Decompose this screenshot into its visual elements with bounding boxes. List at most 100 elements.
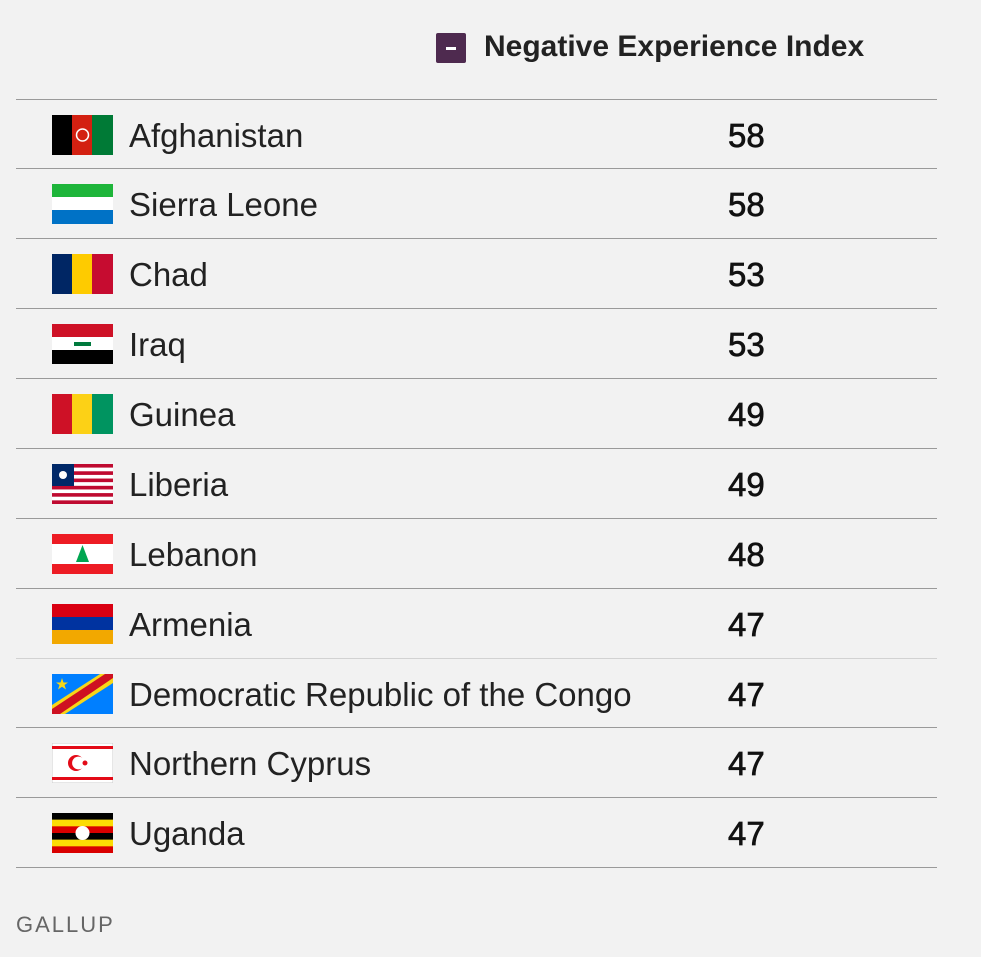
flag-shape	[52, 839, 113, 847]
flag-shape	[52, 630, 113, 644]
header-title: Negative Experience Index	[484, 30, 865, 63]
flag-shape	[52, 500, 113, 505]
flag-shape	[52, 184, 113, 224]
flag-shape	[52, 464, 113, 505]
flag	[52, 813, 113, 854]
country-name: Northern Cyprus	[129, 745, 372, 782]
row-rule	[16, 727, 937, 728]
header-rule	[16, 99, 937, 100]
country-name: Armenia	[129, 606, 252, 643]
row-rule	[16, 658, 937, 659]
flag	[52, 254, 113, 294]
flag-shape	[52, 674, 113, 714]
country-name: Liberia	[129, 466, 229, 503]
flag	[52, 534, 113, 574]
flag-shape	[52, 474, 113, 479]
row-rule	[16, 308, 937, 309]
flag-shape	[52, 813, 113, 820]
flag-shape	[52, 471, 113, 476]
flag-shape	[59, 471, 67, 479]
flag-shape	[52, 197, 113, 211]
flag-shape	[72, 756, 85, 770]
flag	[52, 324, 113, 364]
flag-shape	[52, 115, 113, 155]
flag-shape	[52, 604, 113, 644]
index-value: 47	[728, 606, 765, 644]
flag	[52, 115, 113, 155]
row-rule	[16, 448, 937, 449]
index-value: 49	[728, 466, 765, 504]
row-rule	[16, 238, 937, 239]
flag-shape	[52, 617, 113, 631]
table-row: Northern Cyprus 47	[16, 727, 937, 797]
country-name: Democratic Republic of the Congo	[129, 676, 632, 713]
flag-shape	[72, 115, 93, 155]
country-name: Uganda	[129, 815, 245, 852]
row-rule	[16, 797, 937, 798]
flag-shape	[52, 394, 73, 434]
flag-shape	[51, 742, 114, 784]
index-value: 58	[728, 186, 765, 224]
row-rule	[16, 518, 937, 519]
flag	[52, 184, 113, 224]
flag-shape	[52, 394, 113, 434]
table-row: Armenia 47	[16, 588, 937, 658]
row-rule	[16, 168, 937, 169]
index-value: 47	[728, 815, 765, 853]
flag-shape	[52, 496, 113, 501]
table-row: Democratic Republic of the Congo 47	[16, 658, 937, 728]
flag-shape	[52, 254, 113, 294]
table-row: Afghanistan 58	[16, 99, 937, 169]
flag-shape	[52, 777, 113, 780]
row-rule	[16, 588, 937, 589]
flag-shape	[52, 534, 113, 574]
table-row: Lebanon 48	[16, 518, 937, 588]
flag-shape	[52, 184, 113, 198]
country-name: Lebanon	[129, 536, 258, 573]
index-value: 47	[728, 745, 765, 783]
flag-shape	[52, 482, 113, 487]
flag	[52, 674, 113, 714]
flag-shape	[52, 485, 113, 490]
country-name: Chad	[129, 256, 208, 293]
table-row: Sierra Leone 58	[16, 168, 937, 238]
flag-shape	[52, 493, 113, 497]
flag-shape	[52, 674, 113, 714]
country-name: Iraq	[129, 326, 186, 363]
flag-shape	[52, 254, 73, 294]
flag-shape	[82, 760, 88, 766]
table-row: Uganda 47	[16, 797, 937, 867]
index-value: 53	[728, 256, 765, 294]
flag-shape	[72, 394, 93, 434]
table-row: Chad 53	[16, 238, 937, 308]
flag-shape	[92, 254, 113, 294]
flag-shape	[75, 128, 90, 142]
flag-shape	[52, 350, 113, 364]
flag-shape	[72, 254, 93, 294]
flag	[52, 394, 113, 434]
country-name: Sierra Leone	[129, 186, 318, 223]
flag-shape	[52, 813, 113, 854]
index-value: 48	[728, 536, 765, 574]
flag-shape	[75, 826, 90, 840]
index-value: 47	[728, 676, 765, 714]
flag-shape	[52, 604, 113, 618]
flag-shape	[56, 678, 68, 690]
flag-shape	[92, 394, 113, 434]
table-row: Guinea 49	[16, 378, 937, 448]
flag-shape	[74, 342, 91, 346]
flag	[52, 464, 113, 505]
legend-icon	[436, 33, 466, 63]
flag	[52, 604, 113, 644]
flag-shape	[52, 746, 113, 749]
flag-shape	[92, 115, 113, 155]
flag	[51, 742, 114, 784]
country-name: Guinea	[129, 396, 236, 433]
flag-shape	[52, 489, 113, 494]
country-name: Afghanistan	[129, 117, 304, 154]
index-value: 53	[728, 326, 765, 364]
flag-shape	[52, 115, 73, 155]
table-row: Iraq 53	[16, 308, 937, 378]
index-value: 49	[728, 396, 765, 434]
